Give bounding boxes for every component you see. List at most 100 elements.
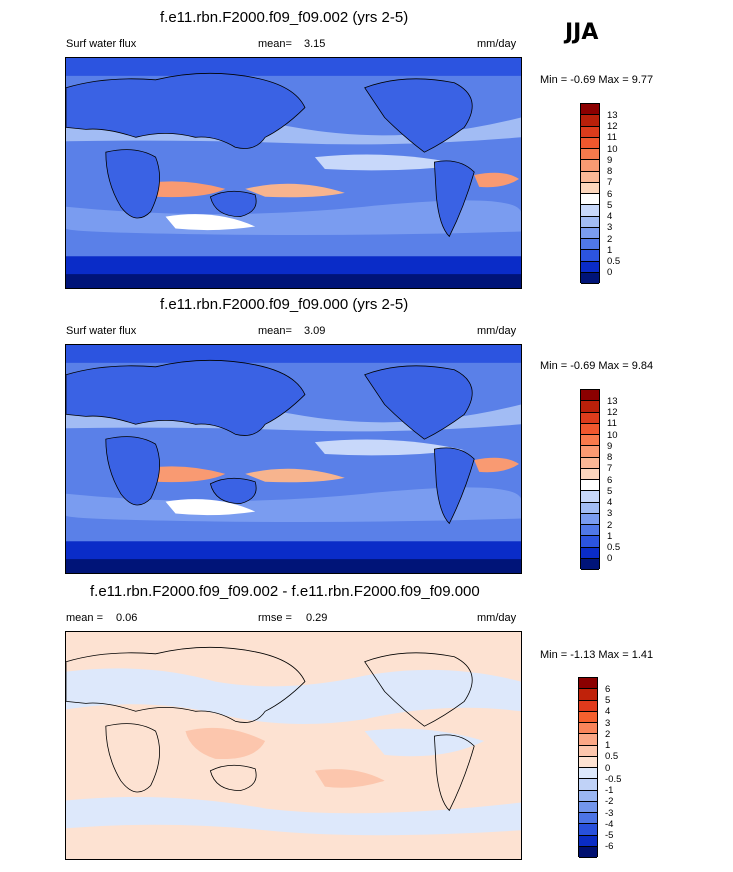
colorbar-swatch [579, 700, 597, 712]
colorbar-swatch [579, 711, 597, 723]
panel-1-minmax: Min = -0.69 Max = 9.77 [540, 74, 654, 86]
colorbar-tick: 1 [607, 531, 613, 542]
panel-2-units: mm/day [477, 325, 517, 337]
colorbar-tick: 0.5 [605, 751, 619, 762]
panel-2-mean-label: mean= [258, 325, 292, 337]
colorbar-swatch [579, 801, 597, 813]
panel-1-title: f.e11.rbn.F2000.f09_f09.002 (yrs 2-5) [160, 9, 409, 26]
colorbar-tick: 1 [605, 740, 611, 751]
colorbar-tick: 12 [607, 121, 618, 132]
panel-3-mean-value: 0.06 [116, 612, 138, 624]
colorbar-tick: 5 [607, 200, 613, 211]
colorbar-tick: 3 [607, 508, 613, 519]
panel-1-map [65, 57, 522, 289]
colorbar-swatch [581, 446, 599, 458]
colorbar-tick: 10 [607, 144, 618, 155]
colorbar-swatch [581, 491, 599, 503]
colorbar-swatch [581, 160, 599, 172]
panel-3-units: mm/day [477, 612, 517, 624]
panel-2-colorbar: 13 12 11 10 9 8 7 6 5 4 3 2 1 0.5 0 [580, 389, 620, 570]
colorbar-swatch [579, 835, 597, 847]
colorbar-tick: -4 [605, 819, 614, 830]
colorbar-tick: 9 [607, 441, 613, 452]
colorbar-tick: 0.5 [607, 542, 621, 553]
colorbar-tick: 6 [607, 189, 613, 200]
panel-3-mean-label: mean = [66, 612, 103, 624]
colorbar-tick: 7 [607, 177, 613, 188]
panel-3-rmse-value: 0.29 [306, 612, 328, 624]
colorbar-tick: 11 [607, 418, 617, 429]
colorbar-swatch [581, 390, 599, 402]
colorbar-swatch [581, 261, 599, 273]
colorbar-swatch [581, 205, 599, 217]
colorbar-swatch [581, 272, 599, 284]
colorbar-tick: 13 [607, 110, 618, 121]
colorbar-tick: 8 [607, 452, 613, 463]
colorbar-swatch [579, 689, 597, 701]
colorbar-swatch [579, 824, 597, 836]
colorbar-tick: 2 [607, 520, 613, 531]
colorbar-tick: 4 [605, 706, 611, 717]
colorbar-swatch [581, 435, 599, 447]
colorbar-tick: 3 [605, 718, 611, 729]
colorbar-swatch [581, 104, 599, 116]
colorbar-swatch [579, 734, 597, 746]
colorbar-swatch [581, 525, 599, 537]
colorbar-swatch [581, 502, 599, 514]
panel-2-variable-label: Surf water flux [66, 325, 137, 337]
colorbar-swatch [579, 790, 597, 802]
colorbar-swatch [581, 401, 599, 413]
colorbar-swatch [579, 779, 597, 791]
colorbar-swatch [581, 126, 599, 138]
panel-2-map [65, 344, 522, 574]
colorbar-tick: 1 [607, 245, 613, 256]
panel-1-colorbar: 13 12 11 10 9 8 7 6 5 4 3 2 1 0.5 0 [580, 103, 620, 284]
colorbar-swatch [579, 768, 597, 780]
colorbar-swatch [581, 149, 599, 161]
panel-1-mean-value: 3.15 [304, 38, 326, 50]
panel-3-map [65, 631, 522, 860]
colorbar-tick: 8 [607, 166, 613, 177]
panel-1-variable-label: Surf water flux [66, 38, 137, 50]
colorbar-tick: -5 [605, 830, 614, 841]
colorbar-swatch [581, 536, 599, 548]
panel-3-rmse-label: rmse = [258, 612, 292, 624]
colorbar-swatch [579, 813, 597, 825]
colorbar-tick: 5 [605, 695, 611, 706]
colorbar-tick: 6 [607, 475, 613, 486]
colorbar-swatch [581, 547, 599, 559]
colorbar-tick: -2 [605, 796, 614, 807]
colorbar-swatch [581, 115, 599, 127]
colorbar-tick: 11 [607, 132, 617, 143]
colorbar-swatch [581, 137, 599, 149]
colorbar-tick: -1 [605, 785, 614, 796]
colorbar-tick: 12 [607, 407, 618, 418]
colorbar-tick: 0.5 [607, 256, 621, 267]
colorbar-tick: 6 [605, 684, 611, 695]
colorbar-tick: -0.5 [605, 774, 622, 785]
colorbar-swatch [581, 468, 599, 480]
colorbar-swatch [581, 182, 599, 194]
colorbar-tick: 2 [605, 729, 611, 740]
colorbar-swatch [581, 457, 599, 469]
colorbar-swatch [581, 480, 599, 492]
colorbar-swatch [581, 250, 599, 262]
colorbar-swatch [581, 558, 599, 570]
colorbar-tick: 2 [607, 234, 613, 245]
colorbar-swatch [581, 513, 599, 525]
colorbar-swatch [581, 239, 599, 251]
colorbar-swatch [579, 723, 597, 735]
colorbar-tick: -3 [605, 808, 614, 819]
colorbar-tick: 9 [607, 155, 613, 166]
colorbar-swatch [581, 412, 599, 424]
panel-1-mean-label: mean= [258, 38, 292, 50]
colorbar-swatch [581, 194, 599, 206]
colorbar-tick: 0 [607, 553, 613, 564]
colorbar-swatch [581, 171, 599, 183]
colorbar-swatch [581, 227, 599, 239]
panel-1-units: mm/day [477, 38, 517, 50]
panel-2-mean-value: 3.09 [304, 325, 326, 337]
panel-3-colorbar: 6 5 4 3 2 1 0.5 0 -0.5 -1 -2 -3 -4 -5 -6 [578, 677, 621, 858]
colorbar-tick: 10 [607, 430, 618, 441]
panel-2-minmax: Min = -0.69 Max = 9.84 [540, 360, 654, 372]
